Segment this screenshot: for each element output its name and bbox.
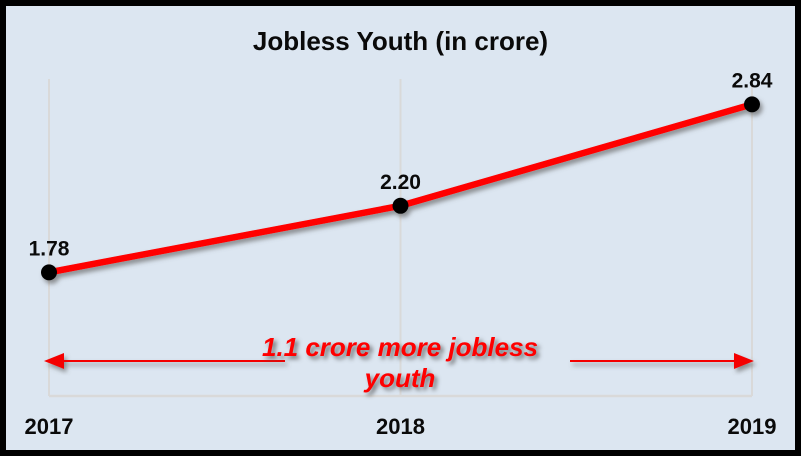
chart-title: Jobless Youth (in crore) [252, 26, 549, 56]
annotation-arrows [44, 353, 754, 369]
x-axis-label-2018: 2018 [376, 414, 425, 439]
annotation-line-2: youth [364, 363, 436, 393]
right-arrowhead-icon [734, 353, 754, 369]
data-point-2019 [744, 96, 760, 113]
series-group [41, 96, 760, 281]
x-axis-label-2017: 2017 [25, 414, 74, 439]
annotation-line-1: 1.1 crore more jobless [261, 332, 539, 362]
data-point-2017 [41, 264, 57, 281]
x-axis-label-2019: 2019 [728, 414, 777, 439]
point-label-2019: 2.84 [732, 69, 773, 92]
point-label-2017: 1.78 [29, 237, 70, 260]
annotation-text: 1.1 crore more jobless youth [220, 332, 580, 394]
point-label-2018: 2.20 [380, 171, 421, 194]
left-arrowhead-icon [44, 353, 64, 369]
data-point-2018 [392, 197, 409, 214]
